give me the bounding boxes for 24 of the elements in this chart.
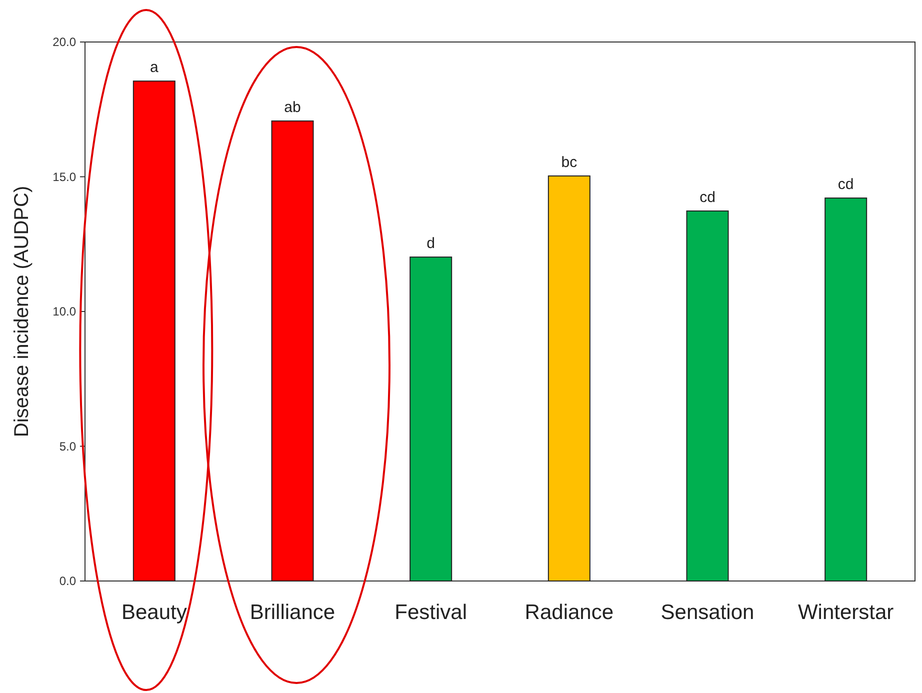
x-tick-label: Brilliance [250, 601, 336, 624]
bar [271, 120, 314, 582]
bar [824, 198, 868, 582]
y-axis-title: Disease incidence (AUDPC) [11, 186, 33, 438]
y-tick-label: 0.0 [59, 574, 76, 588]
annotation: bc [561, 154, 578, 171]
annotation: d [426, 235, 436, 252]
bar [686, 210, 729, 582]
x-tick-label: Winterstar [798, 601, 894, 624]
bar [132, 80, 176, 582]
bar [410, 256, 452, 582]
annotation: ab [284, 98, 301, 116]
annotation: a [150, 59, 159, 76]
y-tick-label: 5.0 [59, 439, 76, 454]
annotation: cd [700, 188, 716, 206]
y-tick-label: 15.0 [52, 170, 76, 184]
annotation: cd [838, 176, 854, 194]
y-tick-label: 20.0 [52, 35, 76, 50]
x-tick-label: Radiance [524, 601, 614, 624]
x-tick-label: Beauty [121, 601, 188, 624]
y-tick-label: 10.0 [52, 304, 76, 319]
bar [548, 175, 590, 582]
x-tick-label: Sensation [660, 601, 754, 624]
x-tick-label: Festival [394, 601, 468, 624]
